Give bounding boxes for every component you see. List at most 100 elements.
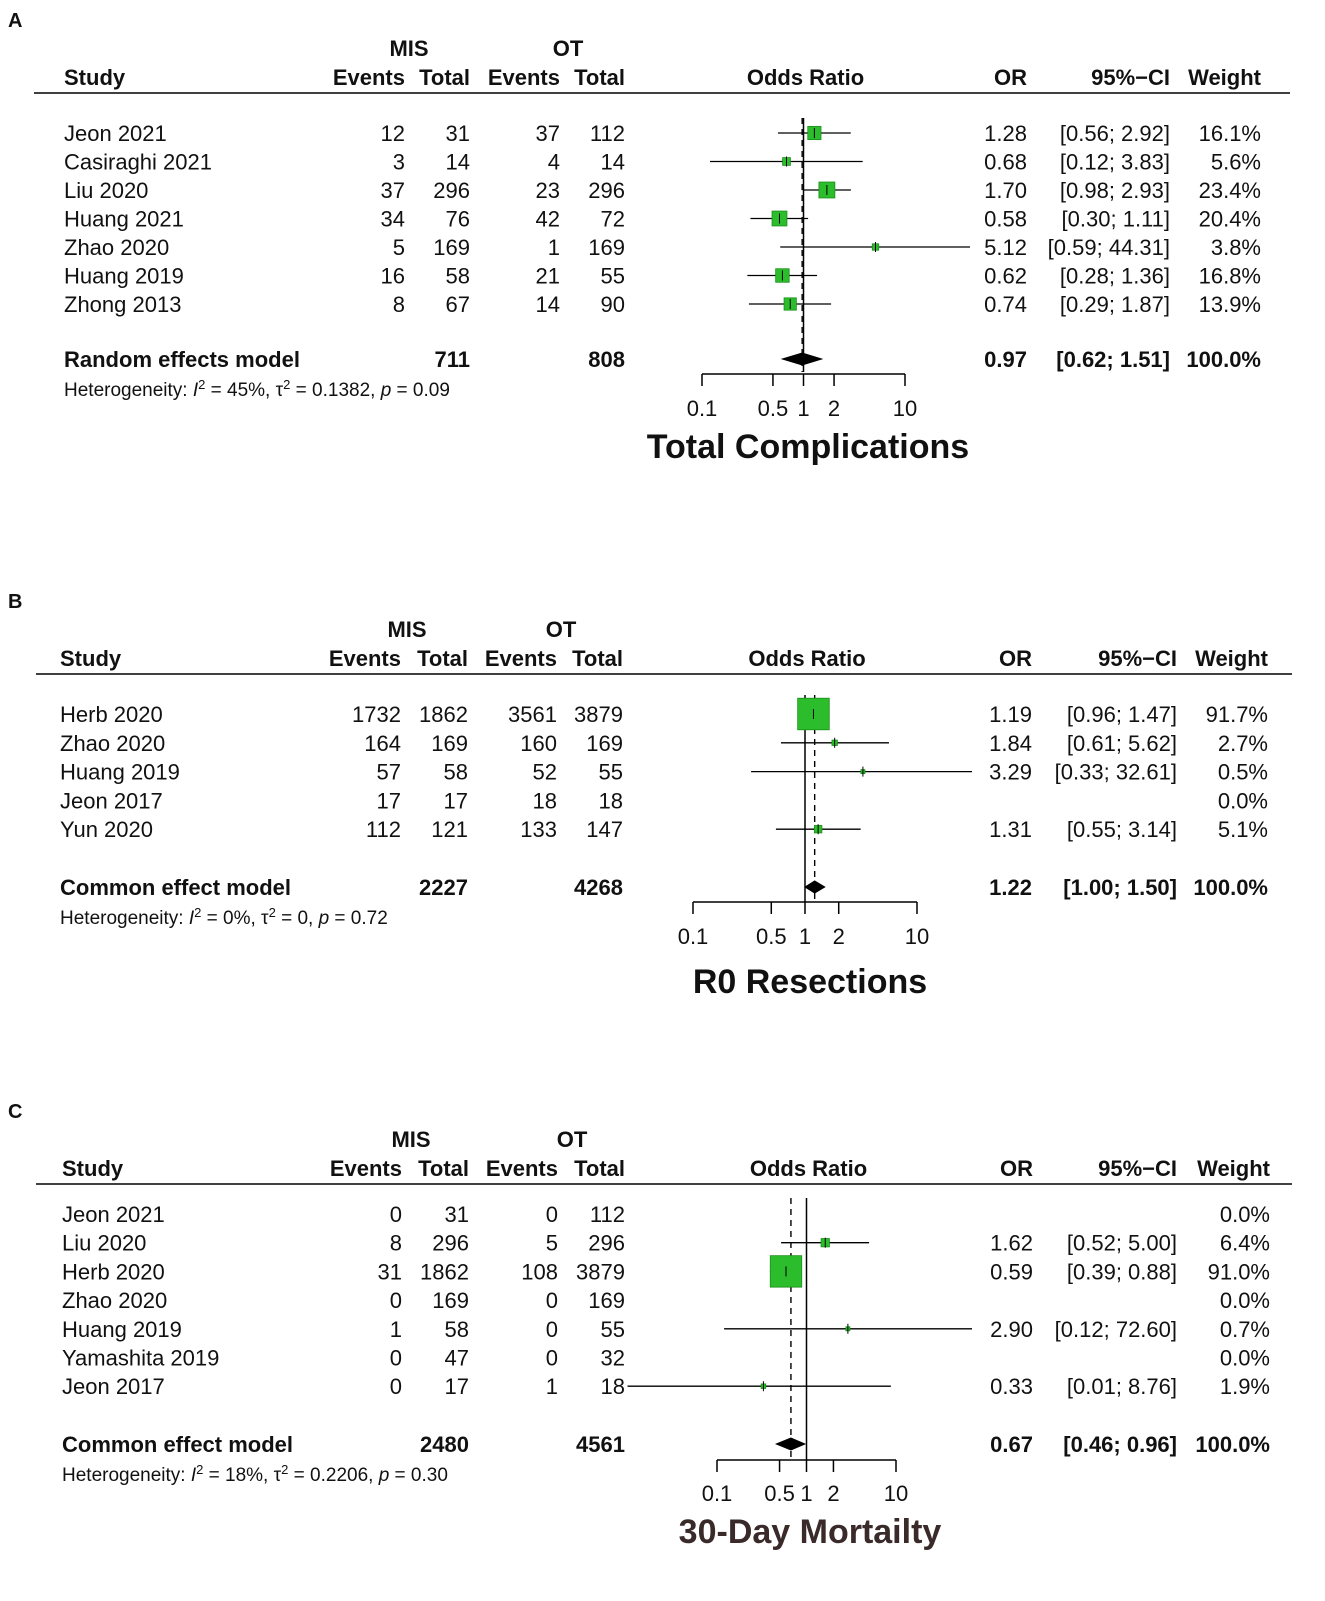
group1-header: MIS — [389, 36, 428, 61]
events2-value: 0 — [546, 1288, 558, 1313]
events2-value: 108 — [521, 1259, 558, 1284]
heterogeneity-text: Heterogeneity: I2 = 18%, τ2 = 0.2206, p … — [62, 1462, 448, 1487]
ci-value: [0.59; 44.31] — [1048, 235, 1170, 260]
study-label: Huang 2021 — [64, 207, 184, 232]
or-value: 0.58 — [984, 207, 1027, 232]
events2-header: Events — [486, 1156, 558, 1181]
ci-value: [0.33; 32.61] — [1055, 760, 1177, 785]
panel-label: C — [8, 1101, 22, 1123]
weight-value: 3.8% — [1211, 235, 1261, 260]
study-label: Casiraghi 2021 — [64, 150, 212, 175]
total2-header: Total — [574, 1156, 625, 1181]
pooled-or: 1.22 — [989, 875, 1032, 900]
total2-value: 296 — [588, 1231, 625, 1256]
events2-value: 42 — [536, 207, 560, 232]
weight-value: 0.5% — [1218, 760, 1268, 785]
panel-label: B — [8, 591, 22, 613]
events1-value: 34 — [381, 207, 405, 232]
events1-value: 5 — [393, 235, 405, 260]
total1-value: 67 — [446, 292, 470, 317]
events2-value: 18 — [533, 788, 557, 813]
x-tick-label: 10 — [893, 396, 917, 421]
ci-value: [0.28; 1.36] — [1060, 264, 1170, 289]
x-tick-label: 0.1 — [702, 1481, 733, 1506]
weight-value: 0.0% — [1220, 1202, 1270, 1227]
group1-header: MIS — [387, 617, 426, 642]
events1-value: 3 — [393, 150, 405, 175]
total1-header: Total — [419, 65, 470, 90]
ci-header: 95%−CI — [1091, 65, 1170, 90]
weight-value: 13.9% — [1199, 292, 1261, 317]
events1-value: 12 — [381, 121, 405, 146]
ci-value: [0.56; 2.92] — [1060, 121, 1170, 146]
total1-value: 121 — [431, 817, 468, 842]
panel-title: R0 Resections — [693, 963, 927, 1001]
study-label: Jeon 2021 — [62, 1202, 165, 1227]
events2-value: 0 — [546, 1317, 558, 1342]
x-tick-label: 0.1 — [678, 924, 709, 949]
ci-header: 95%−CI — [1098, 646, 1177, 671]
events2-value: 0 — [546, 1202, 558, 1227]
total2-value: 14 — [601, 150, 625, 175]
events1-header: Events — [333, 65, 405, 90]
total1-header: Total — [417, 646, 468, 671]
weight-value: 23.4% — [1199, 178, 1261, 203]
total2-value: 112 — [590, 121, 625, 146]
ci-header: 95%−CI — [1098, 1156, 1177, 1181]
weight-value: 1.9% — [1220, 1374, 1270, 1399]
pooled-label: Common effect model — [60, 875, 291, 900]
events2-value: 14 — [536, 292, 560, 317]
total2-value: 90 — [601, 292, 625, 317]
weight-value: 0.7% — [1220, 1317, 1270, 1342]
or-value: 3.29 — [989, 760, 1032, 785]
events2-value: 21 — [536, 264, 560, 289]
heterogeneity-text: Heterogeneity: I2 = 45%, τ2 = 0.1382, p … — [64, 377, 450, 402]
events2-value: 37 — [536, 121, 560, 146]
events1-value: 8 — [393, 292, 405, 317]
weight-value: 16.1% — [1199, 121, 1261, 146]
pooled-weight: 100.0% — [1193, 875, 1268, 900]
events1-value: 1 — [390, 1317, 402, 1342]
group2-header: OT — [553, 36, 584, 61]
total1-value: 76 — [446, 207, 470, 232]
weight-value: 0.0% — [1220, 1288, 1270, 1313]
pooled-total1: 2227 — [419, 875, 468, 900]
total1-value: 17 — [445, 1374, 469, 1399]
or-value: 1.70 — [984, 178, 1027, 203]
events1-value: 0 — [390, 1374, 402, 1399]
ci-value: [0.98; 2.93] — [1060, 178, 1170, 203]
panel-title: Total Complications — [647, 428, 969, 466]
total2-value: 55 — [599, 760, 623, 785]
total1-value: 296 — [432, 1231, 469, 1256]
weight-value: 20.4% — [1199, 207, 1261, 232]
total2-header: Total — [572, 646, 623, 671]
events1-value: 31 — [378, 1259, 402, 1284]
pooled-or: 0.97 — [984, 347, 1027, 372]
events1-value: 0 — [390, 1202, 402, 1227]
or-value: 0.74 — [984, 292, 1027, 317]
x-tick-label: 1 — [797, 396, 809, 421]
total1-value: 31 — [445, 1202, 469, 1227]
total1-value: 169 — [431, 731, 468, 756]
pooled-diamond — [780, 352, 824, 366]
pooled-ci: [0.62; 1.51] — [1056, 347, 1170, 372]
ci-value: [0.29; 1.87] — [1060, 292, 1170, 317]
x-tick-label: 10 — [905, 924, 929, 949]
study-label: Zhao 2020 — [60, 731, 165, 756]
study-header: Study — [64, 65, 126, 90]
odds-ratio-header: Odds Ratio — [748, 646, 865, 671]
ci-value: [0.12; 3.83] — [1060, 150, 1170, 175]
pooled-ci: [0.46; 0.96] — [1063, 1432, 1177, 1457]
x-tick-label: 2 — [828, 396, 840, 421]
weight-value: 5.1% — [1218, 817, 1268, 842]
events2-value: 52 — [533, 760, 557, 785]
or-value: 1.28 — [984, 121, 1027, 146]
weight-value: 0.0% — [1220, 1346, 1270, 1371]
events1-value: 57 — [377, 760, 401, 785]
pooled-diamond — [804, 880, 826, 894]
pooled-label: Random effects model — [64, 347, 300, 372]
ci-value: [0.30; 1.11] — [1062, 207, 1170, 232]
ci-value: [0.52; 5.00] — [1067, 1231, 1177, 1256]
events2-value: 0 — [546, 1346, 558, 1371]
total2-value: 18 — [601, 1374, 625, 1399]
